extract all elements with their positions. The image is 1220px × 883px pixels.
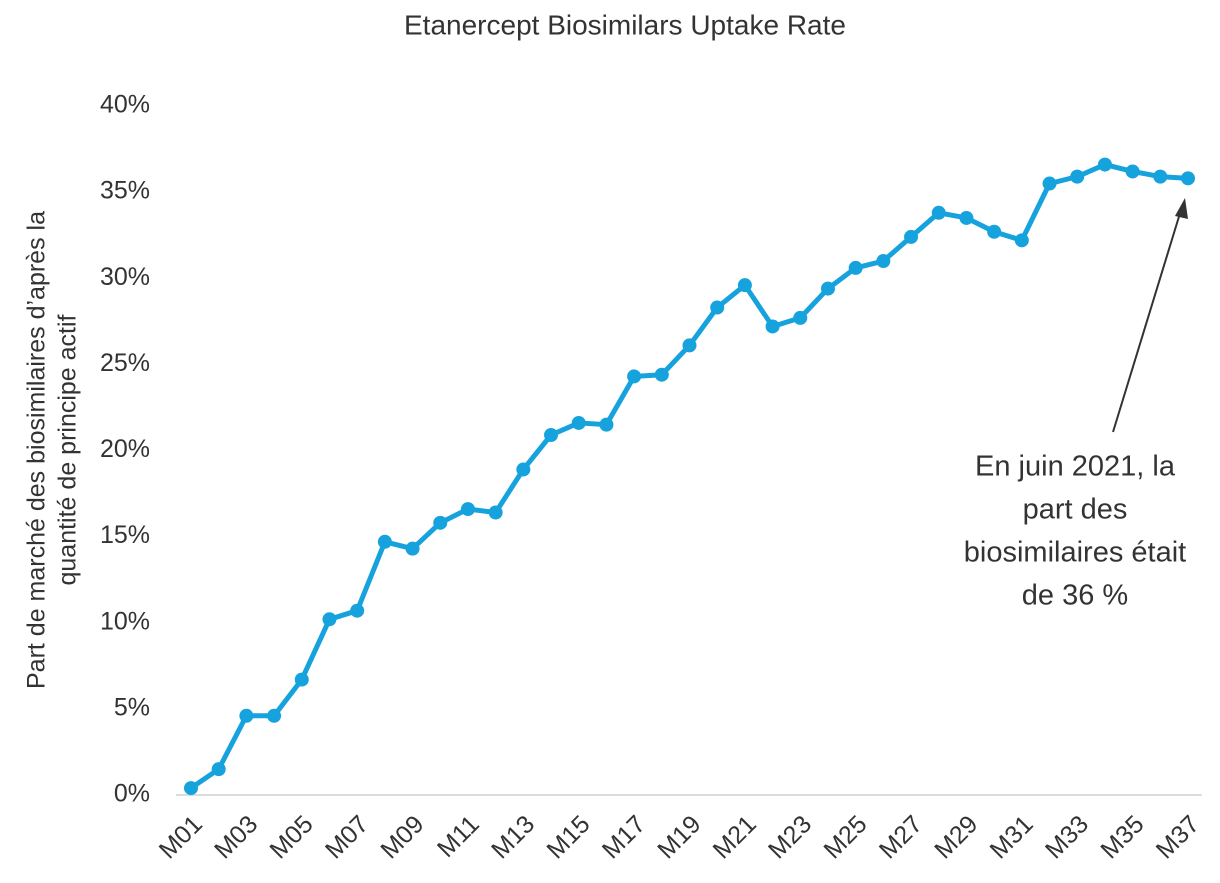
data-point [848, 260, 863, 275]
y-tick-label: 0% [114, 780, 150, 808]
x-tick-label: M25 [818, 810, 872, 864]
y-tick-label: 5% [114, 693, 150, 721]
data-point [516, 462, 531, 477]
data-point [350, 603, 365, 618]
y-tick-label: 20% [100, 435, 150, 463]
data-point [433, 515, 448, 530]
x-tick-label: M21 [708, 810, 762, 864]
x-tick-label: M37 [1151, 810, 1205, 864]
data-point [294, 672, 309, 687]
data-point [267, 708, 282, 723]
x-tick-label: M13 [486, 810, 540, 864]
data-point [737, 278, 752, 293]
data-point [793, 310, 808, 325]
y-tick-label: 25% [100, 349, 150, 377]
x-tick-label: M03 [209, 810, 263, 864]
y-tick-label: 40% [100, 91, 150, 119]
data-point [876, 254, 891, 269]
data-point [405, 541, 420, 556]
y-tick-label: 15% [100, 521, 150, 549]
x-tick-label: M07 [320, 810, 374, 864]
x-tick-label: M23 [763, 810, 817, 864]
data-point [1153, 169, 1168, 184]
x-tick-label: M01 [154, 810, 208, 864]
data-point [1125, 164, 1140, 179]
y-axis-label-line: quantité de principe actif [54, 314, 82, 585]
data-point [710, 300, 725, 315]
x-tick-label: M35 [1095, 810, 1149, 864]
data-point [682, 338, 697, 353]
annotation-arrowhead [1175, 198, 1188, 219]
data-point [544, 427, 559, 442]
data-point [765, 319, 780, 334]
x-tick-label: M27 [874, 810, 928, 864]
data-point [599, 417, 614, 432]
data-point [1042, 176, 1057, 191]
annotation-text: part des [1023, 494, 1128, 526]
x-tick-label: M09 [375, 810, 429, 864]
x-tick-label: M19 [652, 810, 706, 864]
data-point [987, 224, 1002, 239]
y-tick-label: 10% [100, 607, 150, 635]
x-tick-label: M33 [1040, 810, 1094, 864]
y-tick-label: 35% [100, 177, 150, 205]
annotation-text: biosimilaires était [964, 537, 1186, 569]
data-point [377, 534, 392, 549]
annotation-text: de 36 % [1022, 580, 1128, 612]
data-point [1014, 233, 1029, 248]
data-point [1070, 169, 1085, 184]
data-point [820, 281, 835, 296]
data-point [460, 502, 475, 517]
x-tick-label: M29 [929, 810, 983, 864]
data-point [654, 367, 669, 382]
data-point [1097, 157, 1112, 172]
annotation-arrow [1112, 209, 1182, 433]
x-tick-label: M31 [985, 810, 1039, 864]
x-tick-label: M17 [597, 810, 651, 864]
data-point [1181, 171, 1195, 186]
data-point [322, 612, 337, 627]
y-axis-label-line: Part de marché des biosimilaires d’après… [23, 211, 51, 689]
chart-title: Etanercept Biosimilars Uptake Rate [404, 9, 846, 40]
data-point [488, 505, 503, 520]
data-point [959, 210, 974, 225]
x-tick-label: M15 [541, 810, 595, 864]
x-tick-label: M11 [432, 810, 485, 863]
data-point [904, 229, 919, 244]
data-point [627, 369, 642, 384]
data-point [571, 415, 586, 430]
y-axis-label: Part de marché des biosimilaires d’après… [23, 211, 82, 689]
data-point [239, 708, 254, 723]
data-point [931, 205, 946, 220]
data-point [184, 781, 198, 796]
annotation-text: En juin 2021, la [975, 451, 1176, 483]
y-tick-label: 30% [100, 263, 150, 291]
x-tick-label: M05 [265, 810, 319, 864]
data-point [211, 762, 226, 777]
